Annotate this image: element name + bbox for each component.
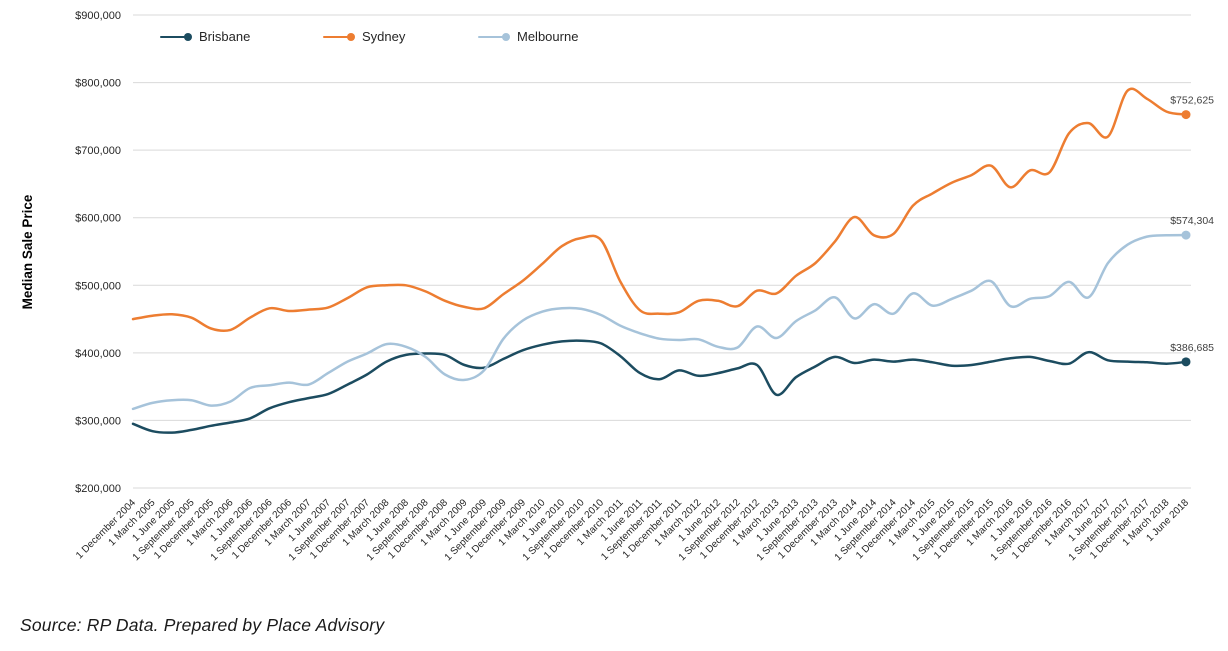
series-end-label-sydney: $752,625 xyxy=(1170,95,1214,107)
legend-marker-melbourne xyxy=(478,33,510,42)
y-tick-label: $400,000 xyxy=(75,348,121,360)
legend-label-melbourne: Melbourne xyxy=(517,29,579,44)
legend-marker-brisbane xyxy=(160,33,192,42)
series-line-sydney xyxy=(131,87,1188,333)
legend-label-brisbane: Brisbane xyxy=(199,29,251,44)
y-tick-label: $600,000 xyxy=(75,213,121,225)
y-tick-label: $300,000 xyxy=(75,415,121,427)
series-end-dot-brisbane xyxy=(1181,357,1191,367)
y-tick-label: $800,000 xyxy=(75,78,121,90)
series-end-label-melbourne: $574,304 xyxy=(1170,215,1214,227)
series-line-brisbane xyxy=(131,339,1188,434)
y-tick-label: $700,000 xyxy=(75,145,121,157)
y-tick-label: $500,000 xyxy=(75,280,121,292)
series-line-melbourne xyxy=(131,233,1188,411)
legend-marker-sydney xyxy=(323,33,355,42)
series-end-label-brisbane: $386,685 xyxy=(1170,342,1214,354)
y-axis-title: Median Sale Price xyxy=(20,194,35,309)
median-sale-price-line-chart: $200,000 $300,000 $400,000 $500,000 $600,000… xyxy=(20,10,1214,563)
y-tick-label: $200,000 xyxy=(75,483,121,495)
legend-item-brisbane: Brisbane xyxy=(160,29,250,45)
source-note: Source: RP Data. Prepared by Place Advis… xyxy=(20,615,385,635)
y-tick-label: $900,000 xyxy=(75,10,121,22)
legend-label-sydney: Sydney xyxy=(362,29,406,44)
series-end-dot-melbourne xyxy=(1181,230,1191,240)
legend-item-melbourne: Melbourne xyxy=(478,29,578,45)
legend-item-sydney: Sydney xyxy=(323,29,405,45)
series-end-dot-sydney xyxy=(1181,110,1191,120)
